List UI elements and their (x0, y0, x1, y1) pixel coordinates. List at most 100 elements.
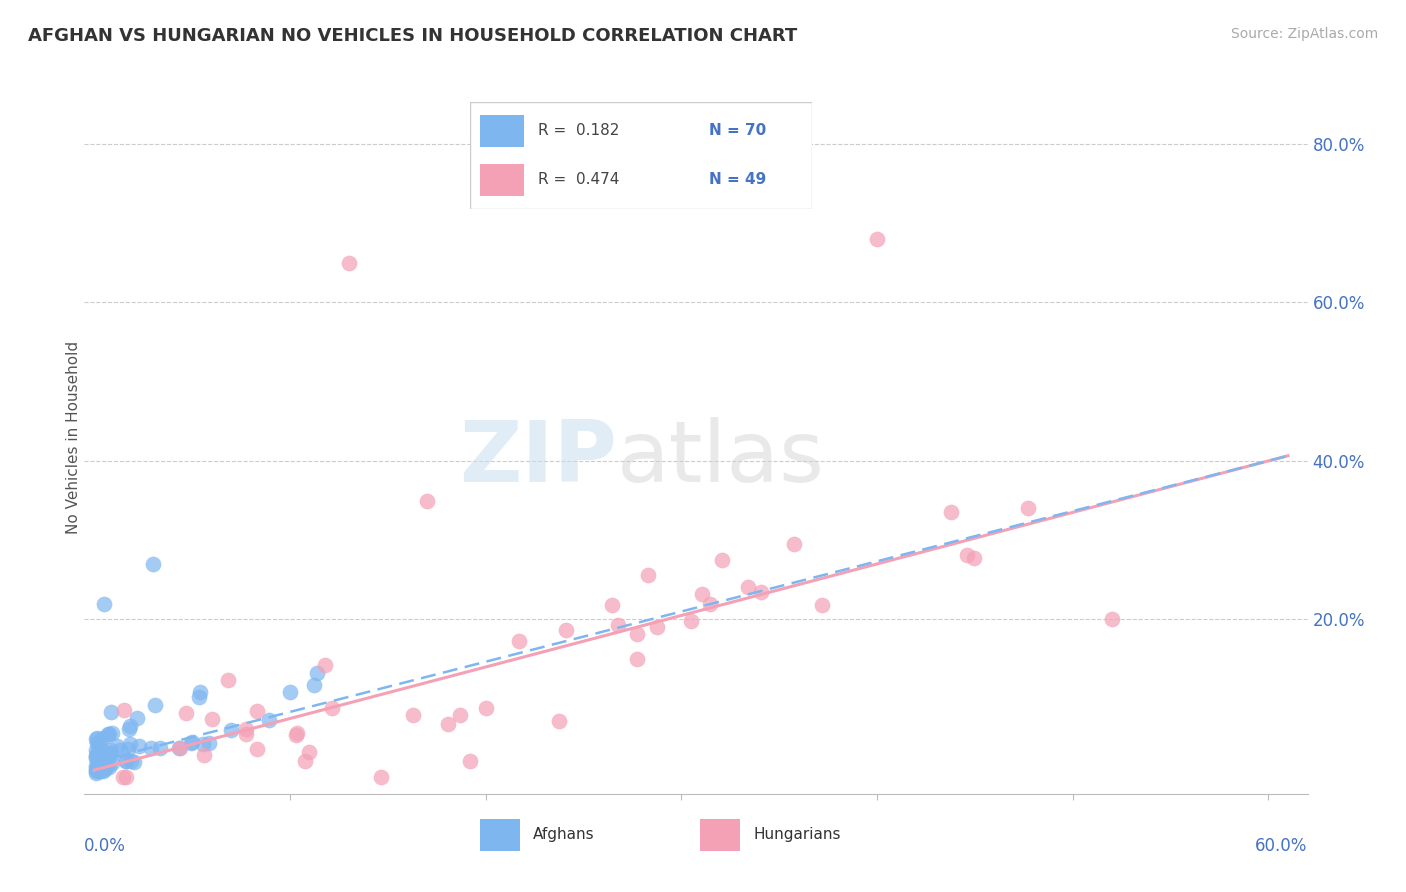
Point (98, 746, 121, 760)
Point (606, 618, 628, 632)
Point (939, 505, 962, 519)
Point (304, 678, 326, 692)
Point (101, 756, 124, 770)
Point (711, 553, 734, 567)
Text: Source: ZipAtlas.com: Source: ZipAtlas.com (1230, 27, 1378, 41)
Point (246, 742, 269, 756)
Point (294, 754, 316, 768)
Point (93, 760, 115, 774)
Point (866, 232, 889, 246)
Point (139, 741, 162, 756)
Point (145, 698, 167, 712)
Y-axis label: No Vehicles in Household: No Vehicles in Household (66, 341, 80, 533)
Point (508, 634, 530, 648)
Point (128, 739, 150, 753)
Point (90, 753, 112, 767)
Point (219, 723, 242, 737)
Point (370, 770, 392, 784)
Point (246, 704, 269, 718)
Point (285, 726, 308, 740)
Point (235, 722, 257, 736)
Point (84, 766, 107, 780)
Point (108, 743, 131, 757)
Point (100, 747, 122, 762)
Point (98, 742, 121, 756)
Point (122, 755, 145, 769)
Point (86, 750, 108, 764)
Point (96, 756, 118, 771)
Point (118, 718, 141, 732)
Point (86, 759, 108, 773)
Point (174, 706, 197, 720)
Point (555, 623, 578, 637)
Point (118, 722, 141, 736)
Point (111, 770, 134, 784)
Point (142, 557, 165, 571)
Point (87, 764, 110, 779)
Point (84, 762, 107, 776)
Point (149, 740, 172, 755)
Text: ZIP: ZIP (458, 417, 616, 500)
Point (117, 741, 139, 756)
Point (645, 620, 668, 634)
Text: 60.0%: 60.0% (1256, 837, 1308, 855)
Point (548, 714, 571, 728)
Point (90, 752, 112, 766)
Point (449, 708, 471, 723)
Point (96, 727, 118, 741)
Point (115, 754, 138, 768)
Point (93, 597, 115, 611)
Point (100, 706, 122, 720)
Point (114, 770, 136, 784)
Point (89, 740, 111, 755)
Point (84, 742, 107, 756)
Point (91, 761, 114, 775)
Point (257, 713, 280, 727)
Point (217, 673, 239, 687)
Point (749, 584, 772, 599)
Point (201, 712, 224, 726)
Point (112, 703, 135, 717)
Point (93, 752, 115, 766)
Point (475, 700, 498, 714)
Point (600, 598, 623, 612)
Point (86, 736, 108, 750)
Point (699, 597, 721, 611)
Point (198, 736, 221, 750)
Point (1101, 612, 1123, 626)
Point (626, 627, 648, 641)
Point (321, 701, 343, 715)
Point (94, 763, 117, 777)
Point (626, 651, 648, 665)
Point (87, 759, 110, 773)
Point (963, 551, 986, 566)
Point (98, 727, 121, 741)
Point (193, 738, 215, 752)
Point (169, 741, 191, 756)
Point (285, 728, 308, 742)
Point (96, 747, 118, 762)
Point (235, 726, 257, 740)
Point (737, 580, 759, 594)
Point (89, 739, 111, 753)
Point (84, 731, 107, 746)
Point (101, 726, 124, 740)
Point (91, 751, 114, 765)
Point (278, 684, 301, 698)
Point (305, 665, 328, 680)
Point (87, 746, 110, 760)
Point (86, 731, 108, 745)
Point (118, 737, 141, 751)
Point (337, 255, 360, 269)
Point (89, 764, 111, 778)
Point (89, 749, 111, 764)
Point (97, 760, 120, 774)
Point (180, 736, 202, 750)
Point (181, 735, 204, 749)
Point (98, 746, 121, 760)
Text: atlas: atlas (616, 417, 824, 500)
Point (84, 747, 107, 762)
Point (127, 711, 149, 725)
Point (84, 749, 107, 764)
Point (783, 537, 806, 551)
